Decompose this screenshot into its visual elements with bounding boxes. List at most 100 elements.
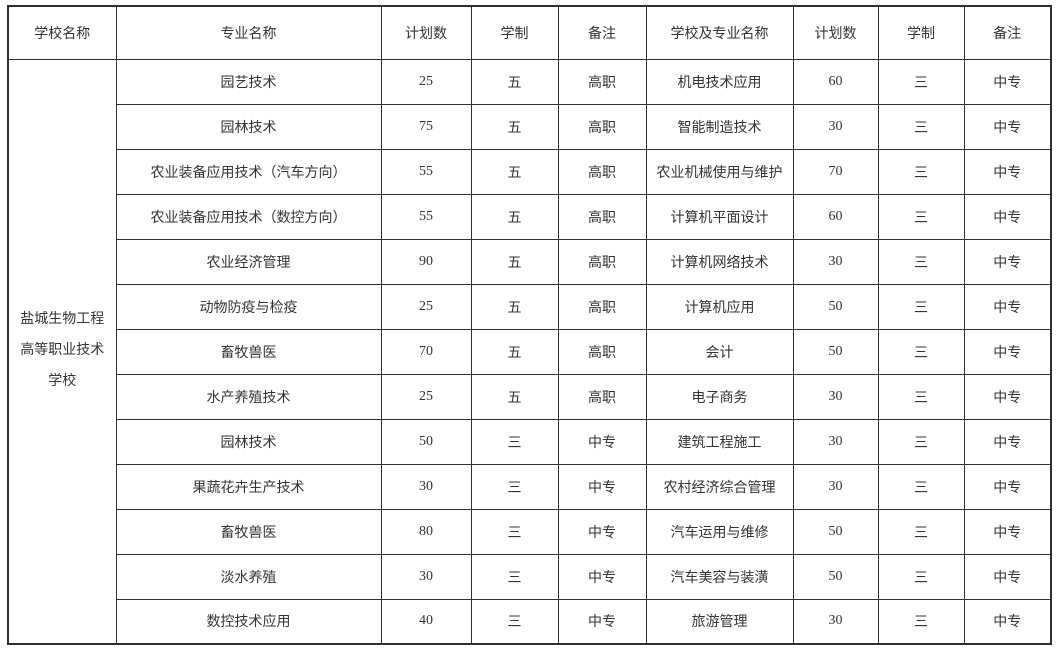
plan2-count-cell: 30 [792, 418, 879, 465]
note2-cell: 中专 [963, 508, 1052, 555]
header-cell-plan-count-2: 计划数 [792, 5, 879, 60]
header-cell-school-name: 学校名称 [7, 5, 117, 60]
major2-name-cell: 智能制造技术 [645, 103, 794, 150]
duration2-cell: 三 [877, 193, 965, 240]
note2-cell: 中专 [963, 193, 1052, 240]
note-cell: 高职 [557, 283, 647, 330]
header-cell-plan-count: 计划数 [380, 5, 472, 60]
table-row: 盐城生物工程高等职业技术学校 园艺技术 25 五高职 机电技术应用 60 三中专 [7, 58, 1052, 645]
major-name-cell: 园林技术 [115, 103, 382, 150]
major-name-cell: 园林技术 [115, 418, 382, 465]
note2-cell: 中专 [963, 148, 1052, 195]
major2-name-cell: 计算机应用 [645, 283, 794, 330]
major2-name-cell: 农村经济综合管理 [645, 463, 794, 510]
note-cell: 中专 [557, 463, 647, 510]
major2-name-cell: 计算机平面设计 [645, 193, 794, 240]
major-name-cell: 数控技术应用 [115, 598, 382, 645]
table-row: 农业装备应用技术（数控方向） 55 五高职 计算机平面设计 60 三中专 [8, 193, 1052, 240]
duration-cell: 五 [470, 328, 559, 375]
plan-count-cell: 30 [380, 463, 472, 510]
duration-cell: 三 [470, 508, 559, 555]
table-row: 数控技术应用 40 三中专 旅游管理 30 三中专 [8, 598, 1052, 645]
note-cell: 中专 [557, 508, 647, 555]
duration2-cell: 三 [877, 598, 965, 645]
duration-cell: 三 [470, 418, 559, 465]
duration-cell: 五 [470, 58, 559, 105]
plan-count-cell: 90 [380, 238, 472, 285]
plan-count-cell: 30 [380, 553, 472, 600]
plan2-count-cell: 30 [792, 373, 879, 420]
plan2-count-cell: 70 [792, 148, 879, 195]
duration-cell: 三 [470, 598, 559, 645]
major2-name-cell: 会计 [645, 328, 794, 375]
table-row: 畜牧兽医 80 三中专 汽车运用与维修 50 三中专 [8, 508, 1052, 555]
plan2-count-cell: 60 [792, 58, 879, 105]
major2-name-cell: 计算机网络技术 [645, 238, 794, 285]
major-name-cell: 农业装备应用技术（汽车方向） [115, 148, 382, 195]
note2-cell: 中专 [963, 418, 1052, 465]
note2-cell: 中专 [963, 328, 1052, 375]
major2-name-cell: 机电技术应用 [645, 58, 794, 105]
duration-cell: 五 [470, 238, 559, 285]
table-row: 水产养殖技术 25 五高职 电子商务 30 三中专 [8, 373, 1052, 420]
plan2-count-cell: 50 [792, 553, 879, 600]
table-row: 畜牧兽医 70 五高职 会计 50 三中专 [8, 328, 1052, 375]
plan-count-cell: 25 [380, 58, 472, 105]
plan-count-cell: 25 [380, 373, 472, 420]
table-row: 农业经济管理 90 五高职 计算机网络技术 30 三中专 [8, 238, 1052, 285]
table-body: 盐城生物工程高等职业技术学校 园艺技术 25 五高职 机电技术应用 60 三中专 园林技术 75… [7, 58, 1052, 645]
major2-name-cell: 电子商务 [645, 373, 794, 420]
plan-count-cell: 50 [380, 418, 472, 465]
duration-cell: 五 [470, 148, 559, 195]
duration2-cell: 三 [877, 508, 965, 555]
note-cell: 高职 [557, 103, 647, 150]
plan-count-cell: 55 [380, 148, 472, 195]
major-name-cell: 动物防疫与检疫 [115, 283, 382, 330]
header-cell-duration-2: 学制 [877, 5, 965, 60]
duration2-cell: 三 [877, 463, 965, 510]
plan-count-cell: 40 [380, 598, 472, 645]
major-name-cell: 水产养殖技术 [115, 373, 382, 420]
duration2-cell: 三 [877, 58, 965, 105]
duration2-cell: 三 [877, 103, 965, 150]
plan2-count-cell: 30 [792, 463, 879, 510]
plan2-count-cell: 30 [792, 103, 879, 150]
plan-count-cell: 80 [380, 508, 472, 555]
major2-name-cell: 农业机械使用与维护 [645, 148, 794, 195]
note-cell: 高职 [557, 148, 647, 195]
duration2-cell: 三 [877, 373, 965, 420]
note-cell: 中专 [557, 418, 647, 465]
duration2-cell: 三 [877, 418, 965, 465]
note-cell: 高职 [557, 328, 647, 375]
note-cell: 高职 [557, 58, 647, 105]
header-cell-school-and-major: 学校及专业名称 [645, 5, 794, 60]
plan-count-cell: 25 [380, 283, 472, 330]
major2-name-cell: 建筑工程施工 [645, 418, 794, 465]
major2-name-cell: 汽车运用与维修 [645, 508, 794, 555]
major-name-cell: 农业装备应用技术（数控方向） [115, 193, 382, 240]
duration-cell: 五 [470, 283, 559, 330]
enrollment-plan-table: 学校名称 专业名称 计划数 学制 备注 学校及专业名称 计划数 学制 备注 盐城… [7, 5, 1052, 645]
note2-cell: 中专 [963, 373, 1052, 420]
note-cell: 高职 [557, 193, 647, 240]
duration-cell: 五 [470, 373, 559, 420]
note2-cell: 中专 [963, 58, 1052, 105]
note2-cell: 中专 [963, 598, 1052, 645]
note-cell: 高职 [557, 373, 647, 420]
plan-count-cell: 55 [380, 193, 472, 240]
note2-cell: 中专 [963, 553, 1052, 600]
table-row: 园林技术 50 三中专 建筑工程施工 30 三中专 [8, 418, 1052, 465]
plan2-count-cell: 50 [792, 328, 879, 375]
duration-cell: 五 [470, 193, 559, 240]
header-cell-note-2: 备注 [963, 5, 1052, 60]
plan2-count-cell: 30 [792, 238, 879, 285]
duration2-cell: 三 [877, 553, 965, 600]
plan-count-cell: 70 [380, 328, 472, 375]
note2-cell: 中专 [963, 283, 1052, 330]
duration-cell: 五 [470, 103, 559, 150]
major2-name-cell: 旅游管理 [645, 598, 794, 645]
major-name-cell: 淡水养殖 [115, 553, 382, 600]
major-name-cell: 园艺技术 [115, 58, 382, 105]
duration2-cell: 三 [877, 148, 965, 195]
